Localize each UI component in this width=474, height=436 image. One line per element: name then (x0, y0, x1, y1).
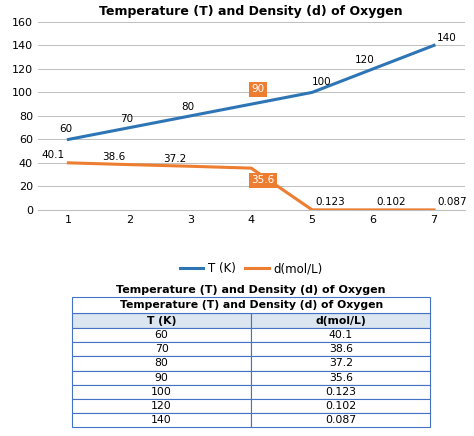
Text: 100: 100 (312, 77, 332, 87)
Text: 80: 80 (181, 102, 194, 112)
Title: Temperature (T) and Density (d) of Oxygen: Temperature (T) and Density (d) of Oxyge… (100, 5, 403, 18)
Text: 120: 120 (355, 55, 374, 65)
Legend: T (K), d(mol/L): T (K), d(mol/L) (175, 257, 328, 280)
Text: 37.2: 37.2 (163, 153, 186, 164)
Text: 60: 60 (59, 124, 73, 134)
Text: 90: 90 (251, 85, 264, 94)
Text: 0.087: 0.087 (437, 197, 467, 207)
Text: 35.6: 35.6 (251, 175, 274, 185)
Text: Temperature (T) and Density (d) of Oxygen: Temperature (T) and Density (d) of Oxyge… (119, 300, 383, 310)
Text: 40.1: 40.1 (41, 150, 64, 160)
Text: 70: 70 (120, 114, 133, 124)
Text: 0.123: 0.123 (315, 197, 345, 207)
Text: Temperature (T) and Density (d) of Oxygen: Temperature (T) and Density (d) of Oxyge… (117, 285, 386, 295)
Text: 0.102: 0.102 (376, 197, 406, 207)
Text: 38.6: 38.6 (102, 152, 125, 162)
Bar (72, 297, 430, 313)
Text: 140: 140 (437, 33, 457, 43)
